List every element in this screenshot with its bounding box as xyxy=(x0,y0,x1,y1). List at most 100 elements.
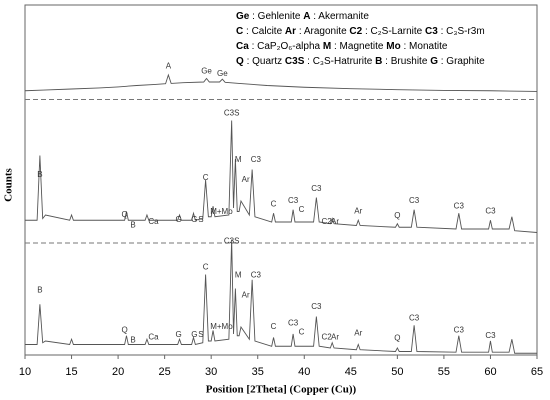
x-tick-label: 40 xyxy=(298,366,310,378)
legend-name: : Magnetite xyxy=(334,41,384,52)
peak-label: M xyxy=(235,155,242,164)
peak-label: C3 xyxy=(409,196,420,205)
legend-row: Ca : CaP₂O₆-alpha M : Magnetite Mo : Mon… xyxy=(236,41,448,52)
x-tick-label: 30 xyxy=(205,366,217,378)
peak-label: C xyxy=(271,200,277,209)
legend-row: Ge : Gehlenite A : Akermanite xyxy=(236,11,369,22)
legend-name: : Gehlenite xyxy=(252,11,301,22)
peak-label: B xyxy=(37,170,42,179)
xrd-pattern xyxy=(25,239,537,354)
peak-label: G xyxy=(191,215,197,224)
peak-label: C3 xyxy=(311,184,322,193)
peak-label: Q xyxy=(394,333,400,342)
legend-name: : Monatite xyxy=(404,41,448,52)
x-tick-label: 45 xyxy=(345,366,357,378)
legend-abbr: M xyxy=(323,41,331,52)
peak-label: Ar xyxy=(354,207,362,216)
peak-label: M+Mo xyxy=(210,207,233,216)
legend-name: : Quartz xyxy=(247,56,283,67)
peak-label: A xyxy=(166,61,172,70)
peak-label: B xyxy=(37,285,42,294)
legend-abbr: Ca xyxy=(236,41,249,52)
peak-label: C xyxy=(299,205,305,214)
peak-label: G xyxy=(191,330,197,339)
peak-label: C3 xyxy=(288,196,299,205)
legend-name: : Aragonite xyxy=(299,26,347,37)
legend-name: : C₃S-r3m xyxy=(441,26,485,37)
x-tick-label: 25 xyxy=(159,366,171,378)
plot-frame xyxy=(24,4,538,356)
legend-name: : C₂S-Larnite xyxy=(365,26,423,37)
peak-label: Ar xyxy=(354,328,362,337)
legend-abbr: C2 xyxy=(349,26,362,37)
legend-abbr: Ar xyxy=(285,26,296,37)
legend-row: C : Calcite Ar : Aragonite C2 : C₂S-Larn… xyxy=(236,26,485,37)
peak-label: C3 xyxy=(485,331,496,340)
legend-abbr: C3S xyxy=(285,56,305,67)
peak-label: S xyxy=(198,215,203,224)
peak-label: C xyxy=(271,322,277,331)
peak-label: C3 xyxy=(409,313,420,322)
xrd-pattern xyxy=(24,73,538,92)
legend-name: : Akermanite xyxy=(313,11,369,22)
peak-label: Ca xyxy=(148,332,159,341)
peak-label: C3 xyxy=(311,302,322,311)
legend-abbr: Mo xyxy=(386,41,400,52)
peak-label: Q xyxy=(121,210,127,219)
legend-abbr: Q xyxy=(236,56,244,67)
peak-label: C2 xyxy=(321,217,332,226)
peak-label: M+Mo xyxy=(210,322,233,331)
peak-label: B xyxy=(130,335,135,344)
legend-abbr: C xyxy=(236,26,243,37)
legend-abbr: C3 xyxy=(425,26,438,37)
legend-name: : Brushite xyxy=(385,56,428,67)
x-tick-label: 35 xyxy=(252,366,264,378)
peak-label: C3 xyxy=(454,201,465,210)
peak-label: C3 xyxy=(485,207,496,216)
peak-label: G xyxy=(175,330,181,339)
y-axis-label: Counts xyxy=(3,167,15,201)
peak-label: C xyxy=(203,173,209,182)
peak-label: C3S xyxy=(224,236,240,245)
peak-label: C2 xyxy=(321,332,332,341)
peak-label: Ar xyxy=(242,290,250,299)
legend-abbr: B xyxy=(375,56,382,67)
x-axis-label: Position [2Theta] (Copper (Cu)) xyxy=(206,384,357,396)
peak-label: C3 xyxy=(288,319,299,328)
x-tick-label: 15 xyxy=(65,366,77,378)
peak-label: C xyxy=(203,263,209,272)
legend-abbr: A xyxy=(303,11,310,22)
peak-label: C xyxy=(299,327,305,336)
peak-label: C3 xyxy=(251,155,262,164)
peak-label: Ar xyxy=(242,175,250,184)
x-tick-label: 65 xyxy=(531,366,543,378)
legend-abbr: Ge xyxy=(236,11,250,22)
peak-label: Q xyxy=(394,211,400,220)
peak-label: Ca xyxy=(148,217,159,226)
legend-name: : Graphite xyxy=(441,56,485,67)
peak-label: Ar xyxy=(331,217,339,226)
peak-label: C3 xyxy=(454,325,465,334)
peak-label: S xyxy=(198,330,203,339)
legend-name: : Calcite xyxy=(246,26,283,37)
peak-label: G xyxy=(175,215,181,224)
peak-label: Ar xyxy=(331,332,339,341)
legend-name: : CaP₂O₆-alpha xyxy=(252,41,321,52)
peak-label: Q xyxy=(121,325,127,334)
x-tick-label: 60 xyxy=(484,366,496,378)
peak-label: Ge xyxy=(201,67,212,76)
peak-label: B xyxy=(130,220,135,229)
peak-label: Ge xyxy=(217,69,228,78)
x-tick-label: 55 xyxy=(438,366,450,378)
xrd-pattern xyxy=(25,120,538,233)
legend-abbr: G xyxy=(430,56,438,67)
legend-row: Q : Quartz C3S : C₃S-Hatrurite B : Brush… xyxy=(236,56,485,67)
x-tick-label: 20 xyxy=(112,366,124,378)
x-tick-label: 50 xyxy=(391,366,403,378)
peak-label: C3 xyxy=(251,270,262,279)
peak-label: M xyxy=(235,270,242,279)
peak-label: C3S xyxy=(224,109,240,118)
x-tick-label: 10 xyxy=(19,366,31,378)
legend-name: : C₃S-Hatrurite xyxy=(307,56,373,67)
